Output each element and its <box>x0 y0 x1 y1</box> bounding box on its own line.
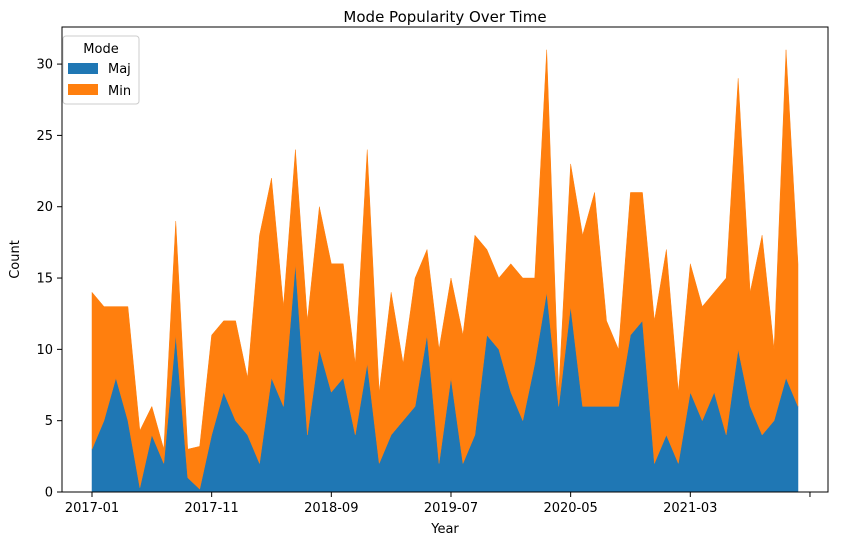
x-tick-label: 2019-07 <box>424 501 478 516</box>
legend-title: Mode <box>83 42 118 57</box>
legend-label-min: Min <box>108 84 131 99</box>
x-axis-title: Year <box>430 522 459 537</box>
x-tick-label: 2018-09 <box>304 501 358 516</box>
y-tick-label: 0 <box>45 486 53 501</box>
x-axis: 2017-01 2017-11 2018-09 2019-07 2020-05 2021-… <box>65 492 811 516</box>
y-axis-title: Count <box>8 240 23 279</box>
y-tick-label: 10 <box>36 343 53 358</box>
legend: Mode Maj Min <box>62 35 140 105</box>
plot-frame <box>61 26 829 493</box>
y-tick-label: 30 <box>36 58 53 73</box>
legend-swatch-min <box>68 84 98 95</box>
chart-title: Mode Popularity Over Time <box>343 8 546 26</box>
x-tick-label: 2020-05 <box>543 501 597 516</box>
x-tick-label: 2021-03 <box>663 501 717 516</box>
legend-label-maj: Maj <box>108 62 131 77</box>
y-tick-label: 25 <box>36 129 53 144</box>
y-axis: 0 5 10 15 20 25 30 <box>36 58 62 501</box>
x-tick-label: 2017-01 <box>65 501 119 516</box>
plot-areas <box>91 49 799 493</box>
x-tick-label: 2017-11 <box>184 501 238 516</box>
area-series-min <box>91 49 799 490</box>
legend-swatch-maj <box>68 63 98 74</box>
y-tick-label: 20 <box>36 200 53 215</box>
y-tick-label: 5 <box>45 414 53 429</box>
y-tick-label: 15 <box>36 272 53 287</box>
